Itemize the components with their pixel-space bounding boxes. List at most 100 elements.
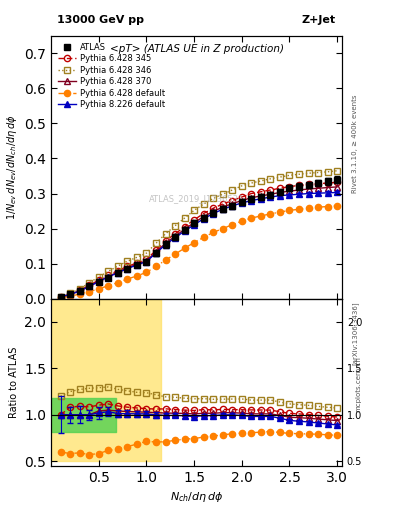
Pythia 6.428 346 bbox=[287, 172, 292, 178]
Pythia 6.428 default bbox=[239, 218, 244, 224]
Pythia 6.428 346 bbox=[297, 171, 301, 177]
Pythia 6.428 345 bbox=[230, 198, 235, 204]
Pythia 6.428 default bbox=[77, 291, 82, 297]
Pythia 6.428 default bbox=[163, 257, 168, 263]
Text: [arXiv:1306.3436]: [arXiv:1306.3436] bbox=[352, 301, 358, 365]
X-axis label: $N_{ch}/d\eta\,d\phi$: $N_{ch}/d\eta\,d\phi$ bbox=[170, 490, 223, 504]
Pythia 6.428 default bbox=[87, 289, 92, 295]
Pythia 6.428 346 bbox=[106, 268, 111, 274]
Pythia 6.428 345 bbox=[58, 294, 63, 300]
Pythia 6.428 370 bbox=[287, 188, 292, 194]
Pythia 6.428 346 bbox=[96, 274, 101, 280]
Pythia 6.428 346 bbox=[116, 263, 120, 269]
Pythia 6.428 345 bbox=[297, 182, 301, 188]
Legend: ATLAS, Pythia 6.428 345, Pythia 6.428 346, Pythia 6.428 370, Pythia 6.428 defaul: ATLAS, Pythia 6.428 345, Pythia 6.428 34… bbox=[55, 40, 168, 112]
Pythia 6.428 370 bbox=[201, 214, 206, 220]
Pythia 6.428 345 bbox=[306, 181, 311, 187]
Pythia 6.428 346 bbox=[268, 176, 273, 182]
Text: Rivet 3.1.10, ≥ 400k events: Rivet 3.1.10, ≥ 400k events bbox=[352, 94, 358, 193]
Line: Pythia 6.428 default: Pythia 6.428 default bbox=[57, 203, 340, 301]
Pythia 6.428 default bbox=[316, 204, 320, 210]
Pythia 6.428 345 bbox=[182, 224, 187, 230]
Pythia 6.428 345 bbox=[144, 257, 149, 263]
Pythia 6.428 346 bbox=[249, 180, 254, 186]
Pythia 6.428 345 bbox=[96, 277, 101, 283]
Pythia 6.428 346 bbox=[220, 191, 225, 197]
Pythia 6.428 345 bbox=[173, 231, 177, 237]
Pythia 6.428 345 bbox=[220, 201, 225, 207]
Pythia 6.428 default bbox=[58, 294, 63, 301]
Pythia 6.428 default bbox=[230, 222, 235, 228]
Pythia 6.428 346 bbox=[230, 187, 235, 193]
Text: ATLAS_2019_I1736531: ATLAS_2019_I1736531 bbox=[149, 194, 244, 203]
Pythia 6.428 370 bbox=[230, 201, 235, 207]
Pythia 6.428 default bbox=[220, 225, 225, 231]
Pythia 6.428 default bbox=[144, 269, 149, 275]
Pythia 6.428 345 bbox=[125, 263, 130, 269]
Y-axis label: $1/N_{ev}\,dN_{ev}/dN_{ch}/d\eta\,d\phi$: $1/N_{ev}\,dN_{ev}/dN_{ch}/d\eta\,d\phi$ bbox=[5, 115, 19, 220]
Text: <pT> (ATLAS UE in Z production): <pT> (ATLAS UE in Z production) bbox=[110, 44, 283, 54]
Pythia 6.428 default bbox=[173, 251, 177, 257]
Pythia 6.428 370 bbox=[144, 258, 149, 264]
Pythia 6.428 370 bbox=[68, 291, 73, 297]
Pythia 6.428 370 bbox=[134, 261, 139, 267]
Pythia 6.428 default bbox=[325, 203, 330, 209]
Pythia 6.428 345 bbox=[335, 179, 340, 185]
Pythia 6.428 370 bbox=[335, 184, 340, 190]
Pythia 6.428 345 bbox=[277, 185, 282, 191]
Pythia 6.428 370 bbox=[77, 288, 82, 294]
Text: mcplots.cern.ch: mcplots.cern.ch bbox=[356, 356, 362, 412]
Pythia 6.428 346 bbox=[125, 258, 130, 264]
Pythia 6.428 370 bbox=[249, 195, 254, 201]
Pythia 6.428 346 bbox=[134, 254, 139, 261]
Pythia 6.428 345 bbox=[211, 205, 215, 211]
Pythia 6.428 346 bbox=[154, 240, 158, 246]
Line: Pythia 6.428 370: Pythia 6.428 370 bbox=[57, 184, 340, 300]
Line: Pythia 6.428 346: Pythia 6.428 346 bbox=[57, 167, 340, 300]
Pythia 6.428 370 bbox=[106, 273, 111, 280]
Pythia 6.428 370 bbox=[211, 208, 215, 215]
Pythia 6.428 370 bbox=[163, 240, 168, 246]
Pythia 6.428 346 bbox=[239, 183, 244, 189]
Pythia 6.428 default bbox=[182, 245, 187, 251]
Pythia 6.428 default bbox=[277, 209, 282, 215]
Pythia 6.428 370 bbox=[192, 220, 196, 226]
Pythia 6.428 370 bbox=[125, 265, 130, 271]
Pythia 6.428 346 bbox=[87, 280, 92, 286]
Y-axis label: Ratio to ATLAS: Ratio to ATLAS bbox=[9, 347, 19, 418]
Pythia 6.428 345 bbox=[77, 287, 82, 293]
Pythia 6.428 345 bbox=[192, 217, 196, 223]
Pythia 6.428 346 bbox=[163, 231, 168, 237]
Pythia 6.428 345 bbox=[325, 180, 330, 186]
Pythia 6.428 345 bbox=[154, 247, 158, 253]
Pythia 6.428 346 bbox=[144, 250, 149, 256]
Pythia 6.428 345 bbox=[201, 210, 206, 217]
Pythia 6.428 370 bbox=[220, 204, 225, 210]
Pythia 6.428 346 bbox=[182, 215, 187, 221]
Pythia 6.428 370 bbox=[325, 184, 330, 190]
Pythia 6.428 346 bbox=[211, 196, 215, 202]
Pythia 6.428 345 bbox=[259, 189, 263, 195]
Pythia 6.428 370 bbox=[268, 191, 273, 197]
Pythia 6.428 346 bbox=[58, 293, 63, 300]
Pythia 6.428 default bbox=[211, 229, 215, 236]
Pythia 6.428 370 bbox=[154, 249, 158, 255]
Line: Pythia 6.428 345: Pythia 6.428 345 bbox=[57, 179, 340, 300]
Pythia 6.428 345 bbox=[87, 282, 92, 288]
Pythia 6.428 default bbox=[268, 211, 273, 217]
Pythia 6.428 default bbox=[116, 280, 120, 286]
Pythia 6.428 370 bbox=[259, 193, 263, 199]
Pythia 6.428 default bbox=[68, 293, 73, 300]
Pythia 6.428 346 bbox=[68, 290, 73, 296]
Pythia 6.428 370 bbox=[306, 186, 311, 192]
Pythia 6.428 default bbox=[125, 276, 130, 282]
Pythia 6.428 345 bbox=[268, 187, 273, 193]
Pythia 6.428 default bbox=[306, 205, 311, 211]
Pythia 6.428 345 bbox=[68, 291, 73, 297]
Text: 13000 GeV pp: 13000 GeV pp bbox=[57, 15, 144, 25]
Pythia 6.428 370 bbox=[182, 226, 187, 232]
Pythia 6.428 default bbox=[192, 240, 196, 246]
Pythia 6.428 346 bbox=[277, 174, 282, 180]
Pythia 6.428 370 bbox=[96, 278, 101, 284]
Pythia 6.428 346 bbox=[259, 178, 263, 184]
